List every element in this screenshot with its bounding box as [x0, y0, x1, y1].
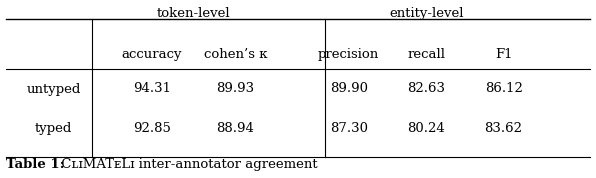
Text: CʟɪMATᴇLɪ inter-annotator agreement: CʟɪMATᴇLɪ inter-annotator agreement [57, 158, 317, 171]
Text: Table 1:: Table 1: [6, 158, 64, 171]
Text: untyped: untyped [26, 82, 81, 96]
Text: 89.93: 89.93 [216, 82, 254, 96]
Text: 94.31: 94.31 [133, 82, 171, 96]
Text: recall: recall [407, 48, 445, 61]
Text: cohen’s κ: cohen’s κ [204, 48, 267, 61]
Text: 83.62: 83.62 [485, 122, 523, 135]
Text: precision: precision [318, 48, 379, 61]
Text: 82.63: 82.63 [407, 82, 445, 96]
Text: 92.85: 92.85 [133, 122, 171, 135]
Text: entity-level: entity-level [389, 7, 464, 20]
Text: typed: typed [35, 122, 72, 135]
Text: 87.30: 87.30 [330, 122, 368, 135]
Text: 88.94: 88.94 [216, 122, 254, 135]
Text: 80.24: 80.24 [407, 122, 445, 135]
Text: 89.90: 89.90 [330, 82, 368, 96]
Text: F1: F1 [495, 48, 513, 61]
Text: accuracy: accuracy [122, 48, 182, 61]
Text: 86.12: 86.12 [485, 82, 523, 96]
Text: token-level: token-level [157, 7, 231, 20]
